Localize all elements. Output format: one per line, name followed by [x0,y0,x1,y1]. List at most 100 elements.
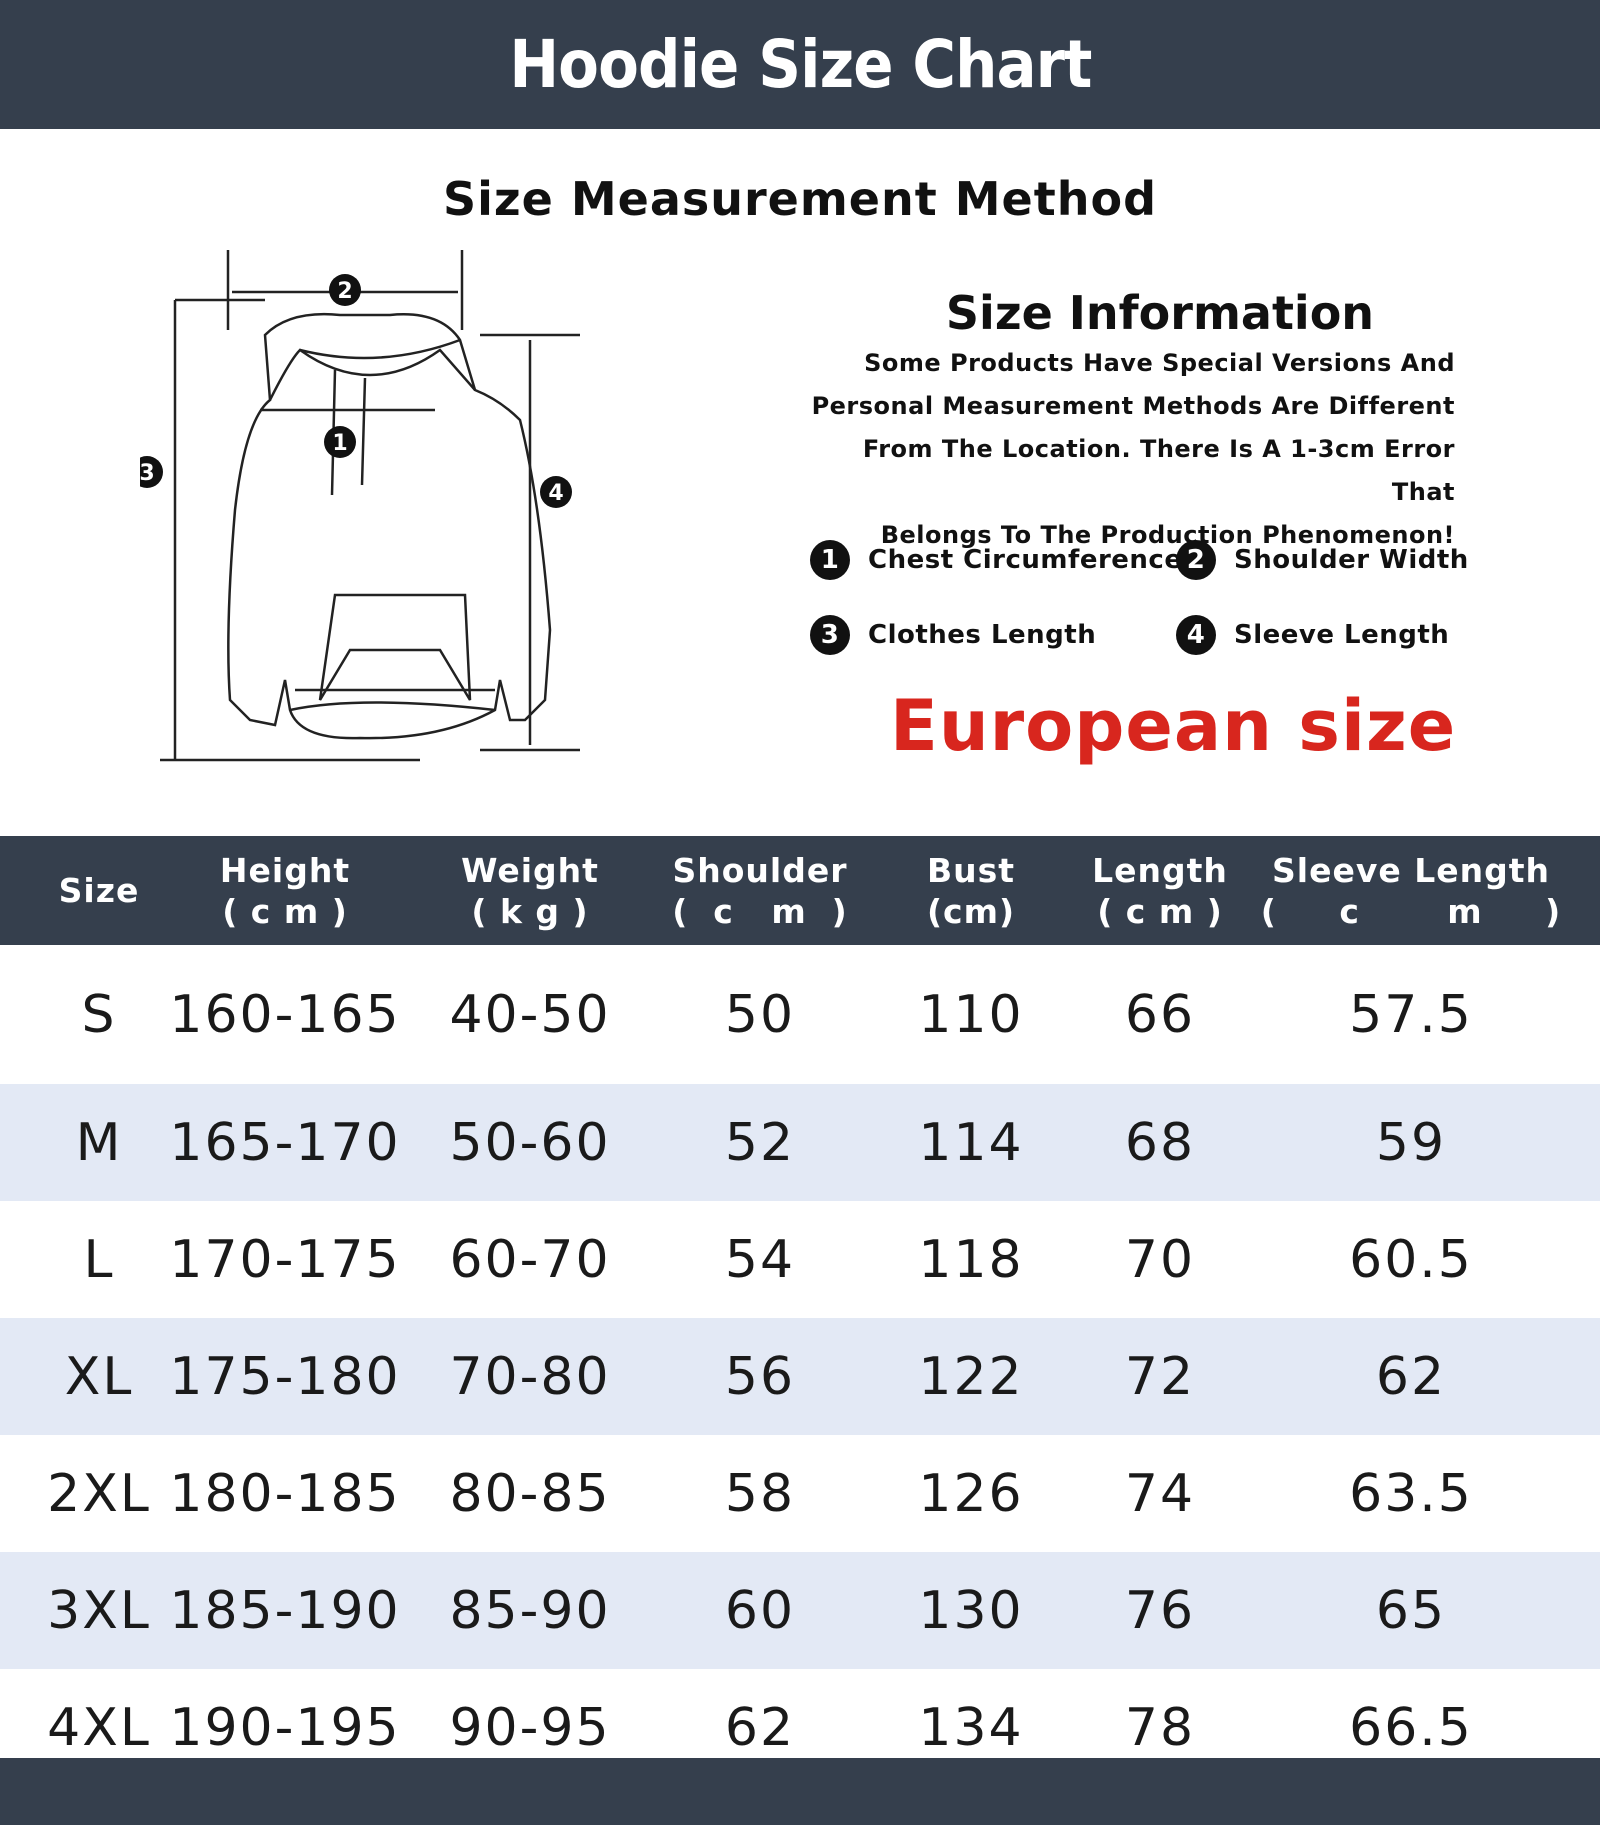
number-4-icon: 4 [1176,615,1216,655]
column-header: Bust (cm) [927,850,1015,932]
table-cell: 66.5 [1349,1697,1473,1758]
table-row: M 165-170 50-60 52 114 68 59 [0,1084,1600,1201]
table-cell: 60-70 [449,1229,611,1290]
number-3-icon: 3 [810,615,850,655]
column-header: Size [59,870,140,911]
table-cell: 190-195 [169,1697,401,1758]
table-cell: 3XL [47,1580,151,1641]
info-title: Size Information [945,286,1375,340]
header-unit: ( c m ) [672,892,848,931]
table-cell: 170-175 [169,1229,401,1290]
table-cell: 110 [918,984,1024,1045]
table-row: S 160-165 40-50 50 110 66 57.5 [0,945,1600,1084]
header-label: Length [1092,851,1228,890]
table-cell: 52 [724,1112,796,1173]
table-cell: 134 [918,1697,1024,1758]
table-cell: 2XL [47,1463,151,1524]
table-cell: 66 [1124,984,1196,1045]
title-bar: Hoodie Size Chart [0,0,1600,129]
column-header: Height( c m ) [220,850,350,932]
table-cell: 160-165 [169,984,401,1045]
table-cell: 68 [1124,1112,1196,1173]
header-unit: ( c m ) [222,892,348,931]
table-cell: 114 [918,1112,1024,1173]
header-unit: (cm) [926,892,1016,931]
table-cell: 60.5 [1349,1229,1473,1290]
size-information: Size Information Some Products Have Spec… [805,286,1455,557]
table-cell: 54 [724,1229,796,1290]
table-cell: 40-50 [449,984,611,1045]
table-cell: 62 [1375,1346,1447,1407]
hoodie-diagram: 2 1 3 4 [140,250,580,762]
table-cell: 126 [918,1463,1024,1524]
table-cell: 4XL [47,1697,151,1758]
table-cell: 59 [1375,1112,1447,1173]
table-cell: 65 [1375,1580,1447,1641]
legend-item: 2 Shoulder Width [1176,540,1469,580]
table-row: 2XL 180-185 80-85 58 126 74 63.5 [0,1435,1600,1552]
table-cell: 50-60 [449,1112,611,1173]
table-cell: 76 [1124,1580,1196,1641]
legend-label: Clothes Length [868,620,1097,650]
table-row: 3XL 185-190 85-90 60 130 76 65 [0,1552,1600,1669]
table-cell: 122 [918,1346,1024,1407]
svg-text:3: 3 [140,461,155,486]
table-cell: 78 [1124,1697,1196,1758]
column-header: Length( c m ) [1092,850,1228,932]
footer-bar [0,1758,1600,1825]
table-cell: 58 [724,1463,796,1524]
table-cell: 165-170 [169,1112,401,1173]
table-cell: 185-190 [169,1580,401,1641]
table-cell: 70 [1124,1229,1196,1290]
table-cell: 85-90 [449,1580,611,1641]
table-row: 4XL 190-195 90-95 62 134 78 66.5 [0,1669,1600,1786]
header-label: Height [219,851,351,890]
header-label: Shoulder [672,851,848,890]
table-cell: M [75,1112,123,1173]
table-cell: 72 [1124,1346,1196,1407]
number-1-icon: 1 [810,540,850,580]
table-cell: 118 [918,1229,1024,1290]
header-label: Size [58,871,140,910]
info-line: Some Products Have Special Versions And [864,349,1455,377]
legend-item: 4 Sleeve Length [1176,615,1449,655]
table-cell: 57.5 [1349,984,1473,1045]
column-header: Weight( k g ) [461,850,599,932]
info-line: Belongs To The Production Phenomenon! [880,521,1455,549]
header-unit: ( c m ) [1260,892,1562,931]
table-cell: L [83,1229,115,1290]
table-header: Size Height( c m ) Weight( k g ) Shoulder( … [0,836,1600,945]
table-cell: 70-80 [449,1346,611,1407]
legend-item: 1 Chest Circumference [810,540,1182,580]
column-header: Sleeve Length( c m ) [1261,850,1561,932]
header-label: Bust [926,851,1016,890]
table-cell: 175-180 [169,1346,401,1407]
table-row: L 170-175 60-70 54 118 70 60.5 [0,1201,1600,1318]
method-title: Size Measurement Method [442,172,1158,226]
region-label: European size [890,685,1457,767]
table-cell: 80-85 [449,1463,611,1524]
svg-text:1: 1 [332,431,347,456]
info-text: Some Products Have Special Versions And … [805,342,1455,557]
table-cell: 60 [724,1580,796,1641]
table-cell: 56 [724,1346,796,1407]
measurement-legend: 1 Chest Circumference 2 Shoulder Width 3 Cl… [810,540,1470,660]
info-line: From The Location. There Is A 1-3cm Erro… [862,435,1455,506]
table-cell: 50 [724,984,796,1045]
header-label: Weight [461,851,599,890]
table-cell: 130 [918,1580,1024,1641]
legend-label: Chest Circumference [868,545,1183,575]
legend-item: 3 Clothes Length [810,615,1096,655]
number-2-icon: 2 [1176,540,1216,580]
info-line: Personal Measurement Methods Are Differe… [811,392,1455,420]
table-cell: S [81,984,117,1045]
table-cell: 74 [1124,1463,1196,1524]
table-row: XL 175-180 70-80 56 122 72 62 [0,1318,1600,1435]
svg-text:4: 4 [548,481,563,506]
svg-text:2: 2 [337,279,352,304]
column-header: Shoulder( c m ) [672,850,848,932]
header-unit: ( c m ) [1097,892,1223,931]
table-cell: 63.5 [1349,1463,1473,1524]
table-cell: 180-185 [169,1463,401,1524]
header-unit: ( k g ) [471,892,589,931]
